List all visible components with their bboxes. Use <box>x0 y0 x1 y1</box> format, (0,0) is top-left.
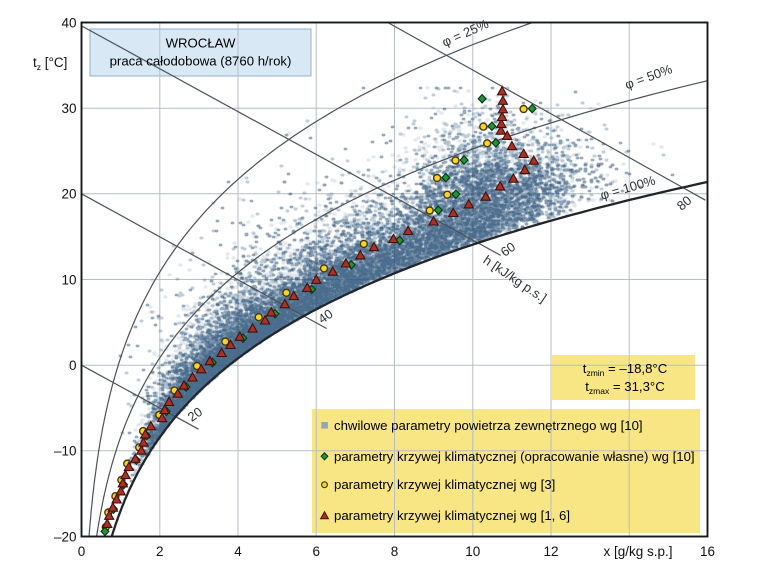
svg-text:0: 0 <box>78 544 86 559</box>
svg-text:praca całodobowa (8760 h/rok): praca całodobowa (8760 h/rok) <box>110 54 292 69</box>
svg-text:tzmin = –18,8°C: tzmin = –18,8°C <box>583 361 668 378</box>
svg-text:12: 12 <box>543 544 558 559</box>
svg-text:parametry krzywej klimatycznej: parametry krzywej klimatycznej (opracowa… <box>334 449 695 464</box>
svg-text:10: 10 <box>61 272 76 287</box>
svg-text:0: 0 <box>69 358 77 373</box>
svg-text:parametry krzywej klimatycznej: parametry krzywej klimatycznej wg [1, 6] <box>334 508 570 523</box>
svg-text:–20: –20 <box>54 529 77 544</box>
svg-text:–10: –10 <box>54 444 77 459</box>
svg-text:30: 30 <box>61 101 76 116</box>
svg-text:20: 20 <box>61 187 76 202</box>
svg-text:4: 4 <box>234 544 242 559</box>
svg-text:16: 16 <box>700 544 715 559</box>
svg-text:2: 2 <box>156 544 164 559</box>
svg-text:6: 6 <box>312 544 320 559</box>
svg-text:φ = 25%: φ = 25% <box>440 16 492 50</box>
svg-text:chwilowe parametry powietrza z: chwilowe parametry powietrza zewnętrzneg… <box>334 418 643 433</box>
svg-text:80: 80 <box>674 193 695 214</box>
svg-text:10: 10 <box>465 544 480 559</box>
svg-text:WROCŁAW: WROCŁAW <box>166 36 236 51</box>
svg-text:x [g/kg s.p.]: x [g/kg s.p.] <box>603 544 672 559</box>
svg-text:parametry krzywej klimatycznej: parametry krzywej klimatycznej wg [3] <box>334 477 555 492</box>
svg-text:h [kJ/kg p.s.]: h [kJ/kg p.s.] <box>481 252 550 305</box>
svg-text:40: 40 <box>315 306 335 327</box>
svg-text:φ = 100%: φ = 100% <box>599 173 658 203</box>
svg-text:φ = 50%: φ = 50% <box>623 61 675 92</box>
svg-text:tz [°C]: tz [°C] <box>33 55 67 72</box>
svg-text:20: 20 <box>185 404 205 425</box>
svg-text:60: 60 <box>498 239 518 260</box>
svg-text:8: 8 <box>391 544 399 559</box>
svg-text:40: 40 <box>61 15 76 30</box>
